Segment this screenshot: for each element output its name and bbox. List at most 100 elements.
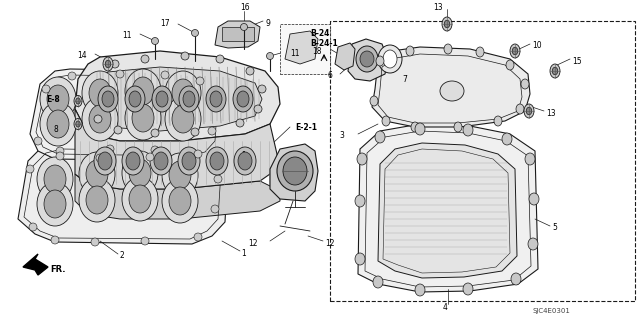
Text: 8: 8 [53, 124, 58, 133]
Ellipse shape [440, 81, 464, 101]
Ellipse shape [375, 131, 385, 143]
Ellipse shape [442, 17, 452, 31]
Text: 5: 5 [552, 224, 557, 233]
Bar [330, 21, 635, 301]
Ellipse shape [152, 38, 159, 44]
Text: 14: 14 [77, 51, 87, 61]
Ellipse shape [152, 86, 172, 112]
Ellipse shape [246, 67, 254, 75]
Ellipse shape [56, 147, 64, 155]
Ellipse shape [378, 45, 402, 73]
Bar [222, 27, 254, 41]
Ellipse shape [162, 153, 198, 197]
Text: 16: 16 [240, 3, 250, 11]
Ellipse shape [98, 86, 118, 112]
Ellipse shape [114, 126, 122, 134]
Text: 13: 13 [433, 3, 443, 11]
Ellipse shape [210, 152, 224, 170]
Ellipse shape [172, 105, 194, 133]
Ellipse shape [122, 151, 158, 195]
Ellipse shape [476, 47, 484, 57]
Ellipse shape [529, 193, 539, 205]
Ellipse shape [151, 146, 159, 154]
Text: FR.: FR. [50, 264, 65, 273]
Ellipse shape [528, 238, 538, 250]
Ellipse shape [44, 165, 66, 193]
Ellipse shape [150, 147, 172, 175]
Ellipse shape [277, 151, 313, 191]
Ellipse shape [34, 137, 42, 145]
Ellipse shape [154, 152, 168, 170]
Text: B-24-1: B-24-1 [310, 39, 338, 48]
Ellipse shape [156, 91, 168, 107]
Ellipse shape [182, 152, 196, 170]
Ellipse shape [105, 60, 111, 68]
Ellipse shape [266, 53, 273, 60]
Ellipse shape [494, 116, 502, 126]
Ellipse shape [122, 177, 158, 221]
Ellipse shape [526, 107, 532, 115]
Ellipse shape [463, 283, 473, 295]
Ellipse shape [512, 47, 518, 55]
Ellipse shape [444, 44, 452, 54]
Ellipse shape [356, 46, 378, 72]
Text: 18: 18 [312, 47, 322, 56]
Text: E-8: E-8 [46, 94, 60, 103]
Ellipse shape [40, 77, 76, 121]
Ellipse shape [37, 157, 73, 201]
Ellipse shape [146, 153, 154, 161]
Ellipse shape [44, 190, 66, 218]
Text: 10: 10 [532, 41, 541, 50]
Ellipse shape [211, 205, 219, 213]
Ellipse shape [444, 20, 450, 28]
Ellipse shape [415, 284, 425, 296]
Ellipse shape [406, 46, 414, 56]
Ellipse shape [126, 152, 140, 170]
Ellipse shape [524, 104, 534, 118]
Text: 11: 11 [122, 32, 132, 41]
Ellipse shape [355, 253, 365, 265]
Text: 1: 1 [241, 249, 246, 257]
Text: B-24: B-24 [310, 29, 330, 39]
Ellipse shape [47, 85, 69, 113]
Ellipse shape [76, 121, 80, 127]
Ellipse shape [37, 182, 73, 226]
Ellipse shape [129, 91, 141, 107]
Ellipse shape [357, 153, 367, 165]
Ellipse shape [98, 152, 112, 170]
Text: 15: 15 [572, 56, 582, 65]
Polygon shape [348, 39, 388, 81]
Ellipse shape [506, 60, 514, 70]
Polygon shape [215, 21, 260, 48]
Polygon shape [358, 124, 538, 292]
Ellipse shape [211, 100, 219, 108]
Ellipse shape [216, 55, 224, 63]
Polygon shape [18, 143, 228, 244]
Ellipse shape [463, 124, 473, 136]
Ellipse shape [373, 276, 383, 288]
Ellipse shape [51, 236, 59, 244]
Text: 9: 9 [265, 19, 270, 27]
Ellipse shape [91, 238, 99, 246]
Ellipse shape [29, 223, 37, 231]
Ellipse shape [94, 115, 102, 123]
Ellipse shape [370, 96, 378, 106]
Ellipse shape [254, 105, 262, 113]
Ellipse shape [47, 110, 69, 138]
Ellipse shape [208, 127, 216, 135]
Ellipse shape [74, 118, 82, 130]
Ellipse shape [40, 102, 76, 146]
Ellipse shape [241, 24, 248, 31]
Ellipse shape [56, 152, 64, 160]
Ellipse shape [89, 105, 111, 133]
Ellipse shape [502, 133, 512, 145]
Ellipse shape [141, 237, 149, 245]
Text: 12: 12 [325, 239, 335, 248]
Ellipse shape [129, 185, 151, 213]
Ellipse shape [165, 71, 201, 115]
Ellipse shape [161, 71, 169, 79]
Ellipse shape [125, 69, 161, 113]
Ellipse shape [74, 95, 82, 107]
Ellipse shape [111, 60, 119, 68]
Text: 6: 6 [327, 71, 332, 80]
